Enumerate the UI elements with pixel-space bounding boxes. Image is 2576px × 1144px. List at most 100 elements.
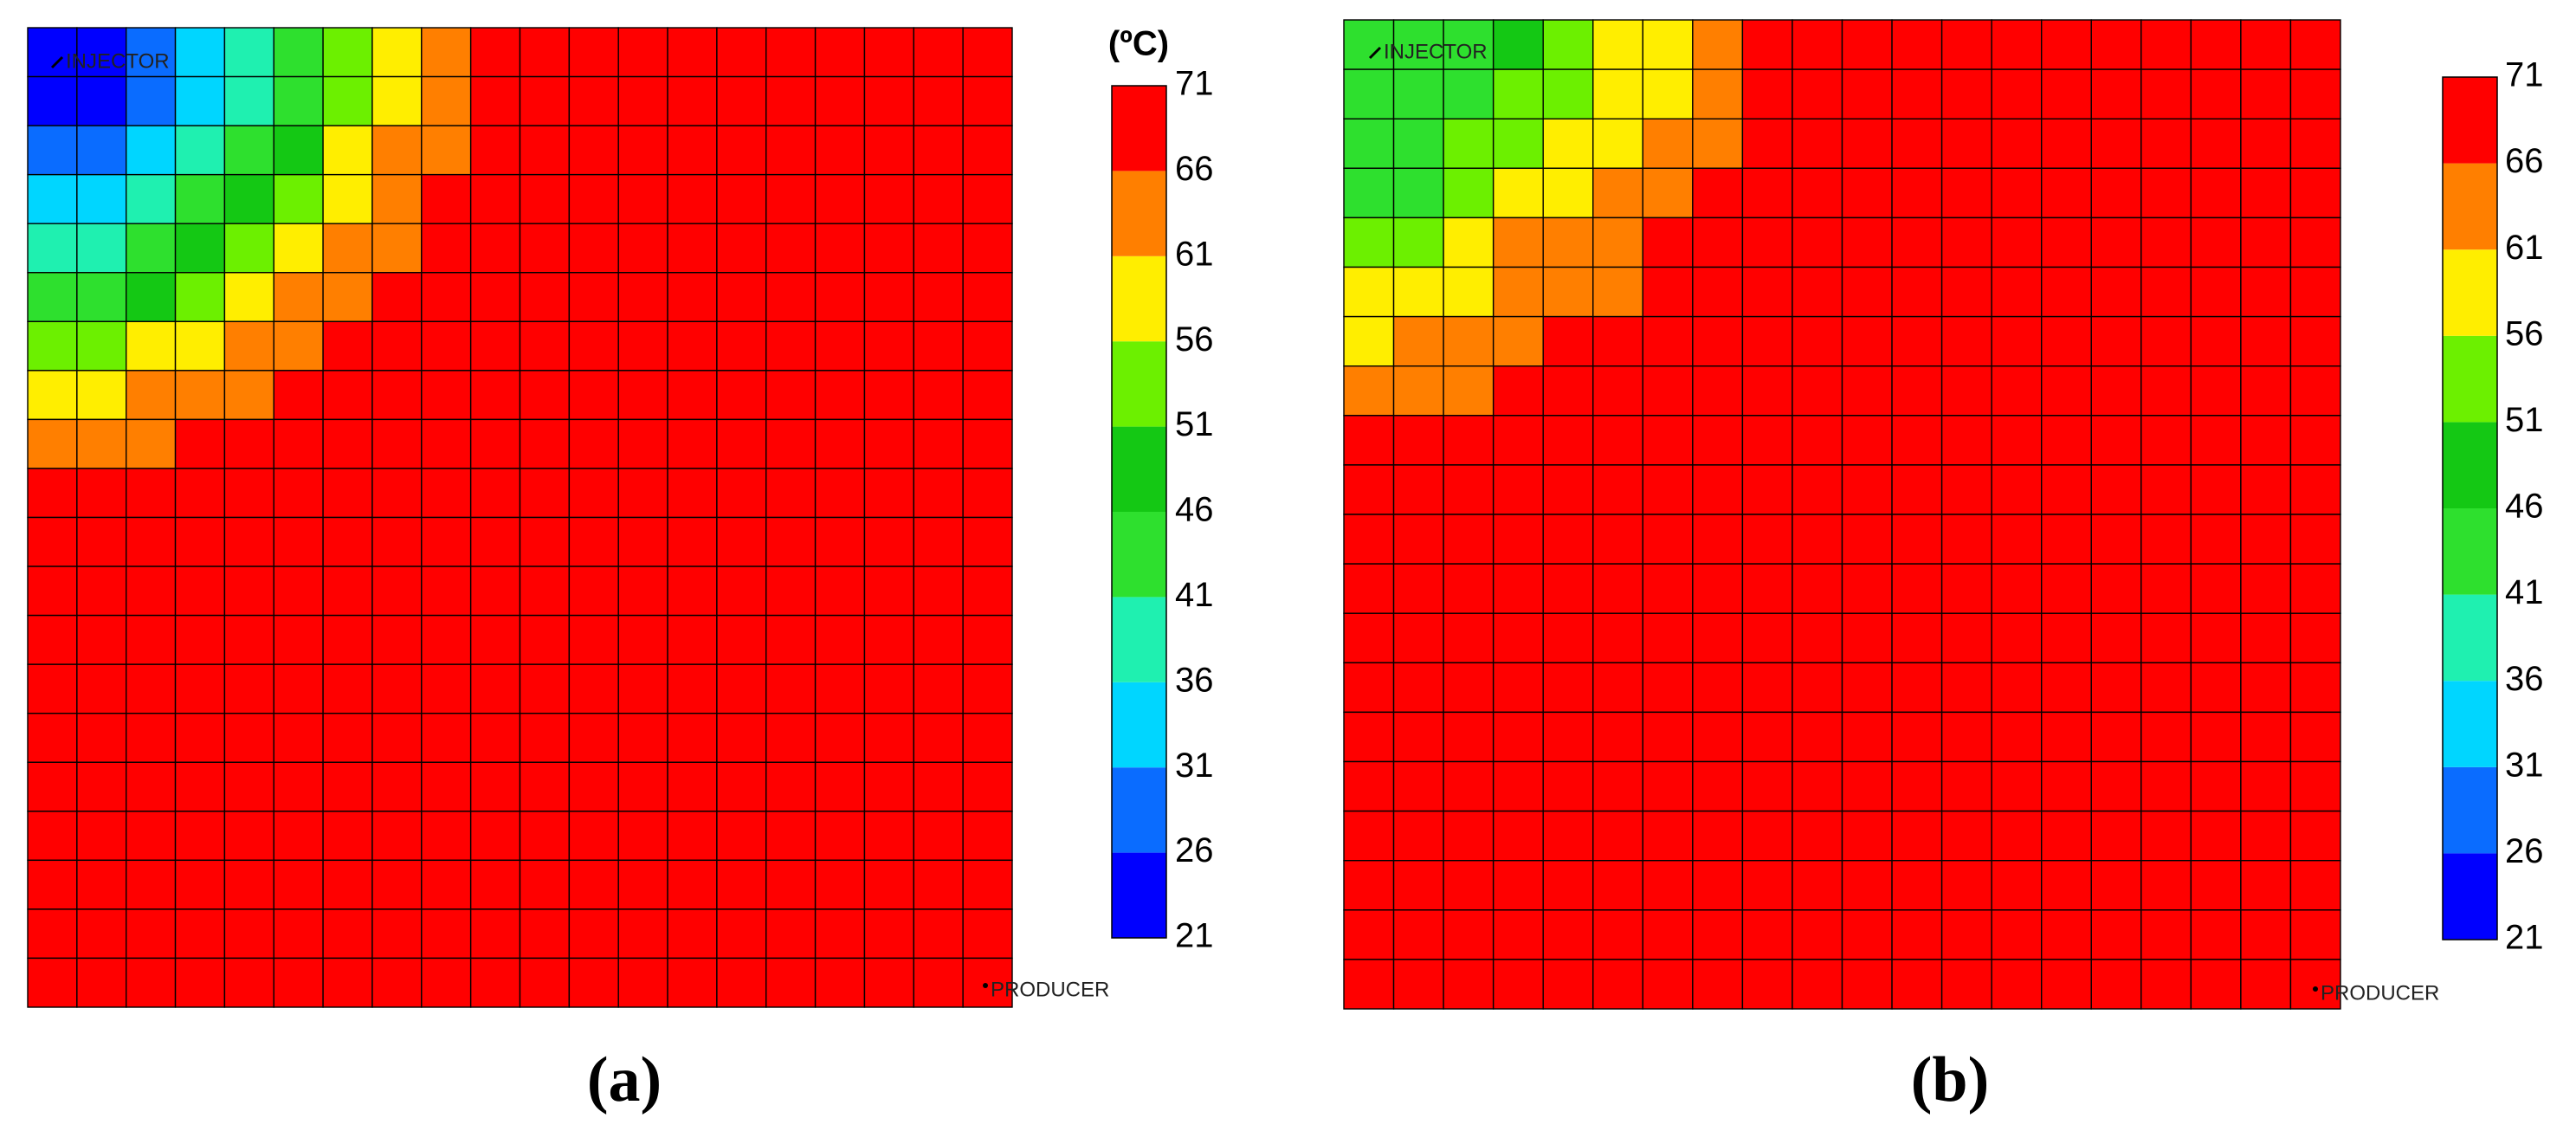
- colorbar-tick-label: 36: [1175, 661, 1214, 699]
- grid-cell: [1642, 909, 1694, 960]
- grid-cell: [1841, 860, 1893, 911]
- grid-cell: [814, 75, 866, 126]
- grid-cell: [322, 908, 373, 960]
- grid-cell: [1443, 19, 1495, 70]
- grid-cell: [1841, 464, 1893, 515]
- grid-cell: [765, 27, 817, 78]
- colorbar-segment: [2443, 422, 2497, 508]
- grid-cell: [1841, 68, 1893, 120]
- grid-cell: [1392, 315, 1444, 367]
- grid-cell: [1492, 860, 1544, 911]
- grid-cell: [1443, 217, 1495, 268]
- grid-cell: [2040, 217, 2092, 268]
- colorbar-tick-label: 71: [2505, 56, 2544, 94]
- colorbar-segment: [1112, 171, 1166, 256]
- colorbar-segment: [2443, 249, 2497, 336]
- grid-cell: [765, 663, 817, 714]
- grid-cell: [2140, 909, 2192, 960]
- colorbar-segment: [1112, 682, 1166, 768]
- grid-cell: [765, 173, 817, 224]
- grid-cell: [223, 75, 274, 126]
- grid-cell: [913, 663, 964, 714]
- grid-cell: [322, 859, 373, 910]
- grid-cell: [1841, 167, 1893, 219]
- grid-cell: [1841, 266, 1893, 318]
- grid-cell: [1940, 612, 1992, 664]
- grid-cell: [1492, 19, 1544, 70]
- grid-cell: [27, 272, 78, 322]
- grid-cell: [716, 320, 767, 372]
- grid-cell: [1741, 563, 1793, 614]
- grid-cell: [519, 957, 571, 1008]
- grid-cell: [863, 908, 915, 960]
- grid-cell: [76, 75, 127, 126]
- grid-cell: [1991, 464, 2043, 515]
- grid-cell: [469, 418, 521, 469]
- grid-cell: [2240, 266, 2292, 318]
- grid-cell: [617, 27, 668, 78]
- grid-cell: [322, 663, 373, 714]
- grid-cell: [1991, 118, 2043, 169]
- grid-cell: [1991, 68, 2043, 120]
- grid-cell: [2090, 711, 2142, 763]
- grid-cell: [2040, 464, 2092, 515]
- grid-cell: [1940, 365, 1992, 417]
- grid-cell: [1392, 662, 1444, 714]
- grid-cell: [1841, 19, 1893, 70]
- grid-cell: [519, 663, 571, 714]
- grid-cell: [322, 272, 373, 322]
- grid-cell: [863, 173, 915, 224]
- grid-cell: [1940, 514, 1992, 565]
- colorbar-tick-label: 56: [2505, 314, 2544, 352]
- grid-cell: [223, 859, 274, 910]
- grid-cell: [1492, 464, 1544, 515]
- grid-cell: [1392, 909, 1444, 960]
- grid-cell: [469, 614, 521, 665]
- grid-cell: [1542, 167, 1594, 219]
- grid-cell: [863, 516, 915, 567]
- grid-cell: [568, 761, 619, 812]
- grid-cell: [2190, 19, 2242, 70]
- grid-cell: [1792, 68, 1843, 120]
- grid-cell: [223, 468, 274, 519]
- grid-cell: [421, 370, 472, 421]
- grid-cell: [814, 663, 866, 714]
- grid-cell: [174, 811, 226, 862]
- grid-cell: [765, 811, 817, 862]
- grid-cell: [2090, 315, 2142, 367]
- grid-cell: [814, 516, 866, 567]
- grid-cell: [1692, 464, 1744, 515]
- grid-cell: [2190, 315, 2242, 367]
- grid-cell: [2090, 464, 2142, 515]
- grid-cell: [1891, 612, 1943, 664]
- grid-cell: [1443, 514, 1495, 565]
- grid-cell: [322, 173, 373, 224]
- grid-cell: [716, 713, 767, 763]
- grid-cell: [174, 75, 226, 126]
- grid-cell: [1991, 860, 2043, 911]
- grid-cell: [27, 566, 78, 617]
- grid-cell: [913, 223, 964, 274]
- grid-cell: [1891, 217, 1943, 268]
- grid-cell: [174, 27, 226, 78]
- grid-cell: [1592, 365, 1643, 417]
- grid-cell: [1692, 612, 1744, 664]
- grid-cell: [2289, 118, 2341, 169]
- grid-cell: [1891, 711, 1943, 763]
- grid-cell: [371, 468, 423, 519]
- grid-cell: [863, 713, 915, 763]
- grid-cell: [2190, 810, 2242, 862]
- grid-cell: [765, 223, 817, 274]
- grid-cell: [223, 614, 274, 665]
- grid-cell: [1492, 810, 1544, 862]
- grid-cell: [1492, 315, 1544, 367]
- grid-cell: [863, 957, 915, 1008]
- grid-cell: [568, 614, 619, 665]
- grid-cell: [1492, 662, 1544, 714]
- grid-cell: [913, 272, 964, 322]
- grid-cell: [1443, 464, 1495, 515]
- grid-cell: [1841, 563, 1893, 614]
- grid-cell: [2090, 909, 2142, 960]
- grid-cell: [2289, 365, 2341, 417]
- grid-cell: [371, 566, 423, 617]
